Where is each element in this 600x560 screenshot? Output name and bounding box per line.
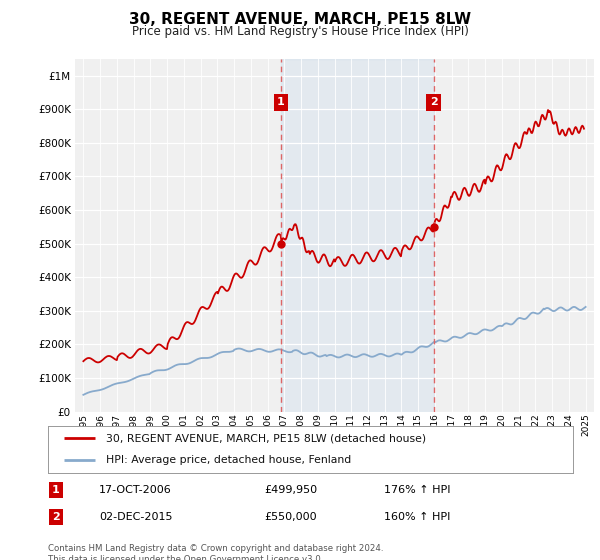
Text: 160% ↑ HPI: 160% ↑ HPI <box>384 512 451 522</box>
Text: 1: 1 <box>277 97 284 108</box>
Text: £550,000: £550,000 <box>264 512 317 522</box>
Text: 30, REGENT AVENUE, MARCH, PE15 8LW: 30, REGENT AVENUE, MARCH, PE15 8LW <box>129 12 471 27</box>
Text: 2: 2 <box>52 512 59 522</box>
Text: £499,950: £499,950 <box>264 485 317 495</box>
Text: 30, REGENT AVENUE, MARCH, PE15 8LW (detached house): 30, REGENT AVENUE, MARCH, PE15 8LW (deta… <box>106 433 426 444</box>
Text: 17-OCT-2006: 17-OCT-2006 <box>99 485 172 495</box>
Text: Price paid vs. HM Land Registry's House Price Index (HPI): Price paid vs. HM Land Registry's House … <box>131 25 469 38</box>
Text: 1: 1 <box>52 485 59 495</box>
Bar <box>281 59 434 412</box>
Text: HPI: Average price, detached house, Fenland: HPI: Average price, detached house, Fenl… <box>106 455 351 465</box>
Text: 2: 2 <box>430 97 437 108</box>
Text: 02-DEC-2015: 02-DEC-2015 <box>99 512 173 522</box>
Text: 176% ↑ HPI: 176% ↑ HPI <box>384 485 451 495</box>
Text: Contains HM Land Registry data © Crown copyright and database right 2024.
This d: Contains HM Land Registry data © Crown c… <box>48 544 383 560</box>
